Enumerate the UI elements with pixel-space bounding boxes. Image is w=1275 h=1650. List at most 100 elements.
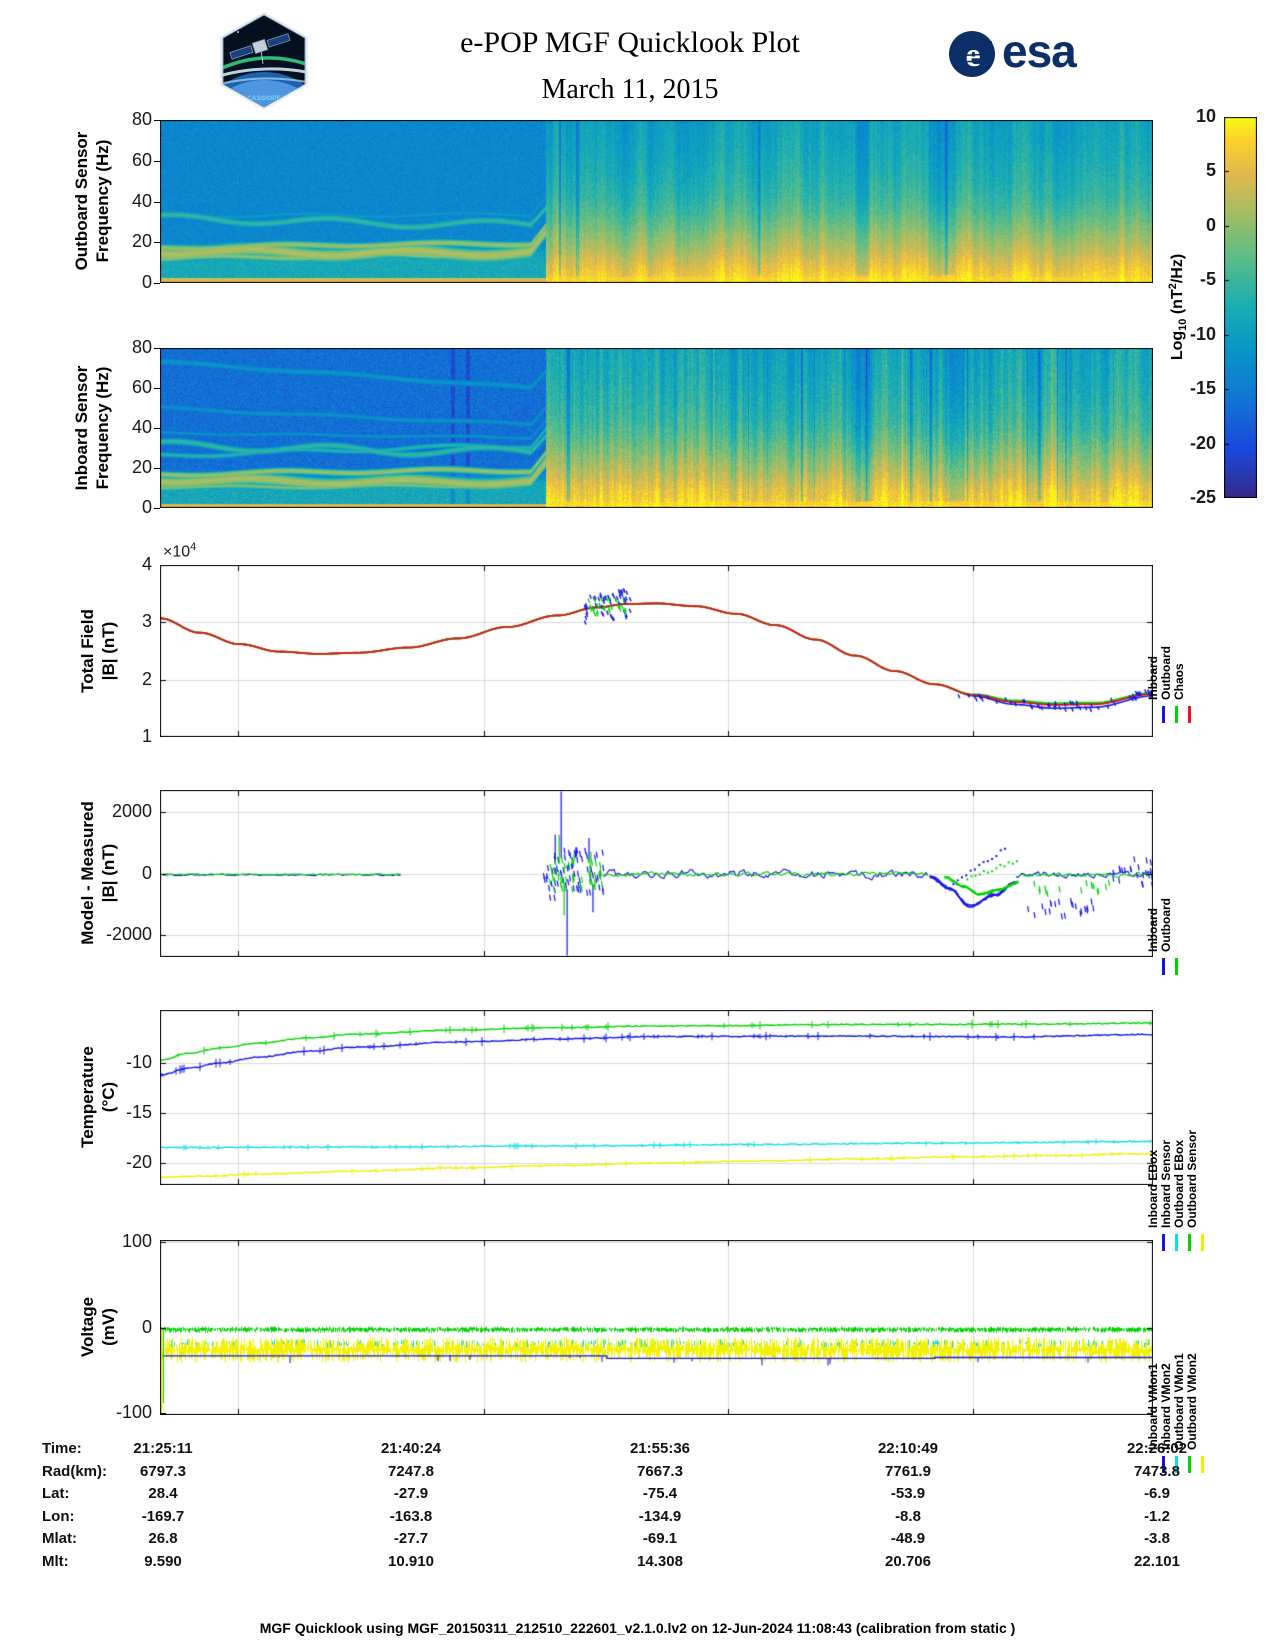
ephemeris-value: 9.590 [144, 1553, 182, 1570]
model-minus-measured-plot-canvas [160, 790, 1153, 957]
legend-label-temperature: Outboard Sensor [1185, 1129, 1199, 1228]
colorbar-tick-label: -15 [1189, 378, 1216, 399]
legend-swatch-voltage [1162, 1456, 1165, 1473]
colorbar-tick-label: 0 [1205, 214, 1216, 235]
legend-swatch-temperature [1201, 1234, 1204, 1251]
legend-swatch-temperature [1188, 1234, 1191, 1251]
ephemeris-value: 20.706 [885, 1553, 931, 1570]
ephemeris-row-label: Time: [42, 1440, 82, 1457]
ytick-mark-outboard-spectrogram [154, 161, 160, 162]
ytick-mark-outboard-spectrogram [154, 283, 160, 284]
ytick-label-outboard-spectrogram: 40 [131, 190, 152, 211]
ephemeris-value: -1.2 [1144, 1508, 1170, 1525]
ytick-label-inboard-spectrogram: 80 [131, 337, 152, 357]
ytick-label-voltage: 0 [141, 1316, 152, 1337]
ephemeris-value: 14.308 [637, 1553, 683, 1570]
legend-swatch-total-field [1175, 706, 1178, 723]
ytick-mark-outboard-spectrogram [154, 120, 160, 121]
ytick-label-model-minus-measured: -2000 [105, 924, 152, 945]
ytick-label-temperature: -15 [125, 1102, 152, 1122]
ephemeris-value: -163.8 [389, 1508, 433, 1525]
ephemeris-value: 28.4 [148, 1485, 178, 1502]
ytick-mark-inboard-spectrogram [154, 468, 160, 469]
esa-wordmark: esa [1002, 25, 1077, 77]
ytick-mark-inboard-spectrogram [154, 388, 160, 389]
colorbar-tick-label: 5 [1205, 160, 1216, 181]
outboard-spectrogram-canvas [160, 120, 1153, 283]
ytick-label-total-field: 3 [141, 611, 152, 632]
ephemeris-value: 22:10:49 [877, 1440, 939, 1457]
colorbar-tick-label: -20 [1189, 432, 1216, 453]
ytick-label-outboard-spectrogram: 20 [131, 231, 152, 252]
inboard-spectrogram-canvas [160, 348, 1153, 508]
ephemeris-row-label: Lon: [42, 1508, 75, 1525]
ephemeris-value: 21:25:11 [133, 1440, 193, 1457]
ytick-label-inboard-spectrogram: 20 [131, 457, 152, 477]
ephemeris-row-label: Lat: [42, 1485, 70, 1502]
ytick-label-temperature: -10 [125, 1052, 152, 1072]
legend-swatch-voltage [1175, 1456, 1178, 1473]
ytick-label-model-minus-measured: 2000 [111, 800, 152, 821]
ephemeris-value: -48.9 [890, 1530, 926, 1547]
ytick-mark-inboard-spectrogram [154, 348, 160, 349]
colorbar-tick-label: -25 [1189, 487, 1216, 507]
ephemeris-value: 22:26:02 [1126, 1440, 1188, 1457]
voltage-plot-canvas [160, 1240, 1153, 1415]
legend-swatch-temperature [1162, 1234, 1165, 1251]
legend-swatch-total-field [1162, 706, 1165, 723]
temperature-plot-canvas [160, 1010, 1153, 1185]
colorbar-tick-label: -5 [1199, 269, 1216, 290]
ephemeris-value: -3.8 [1144, 1530, 1170, 1547]
ephemeris-value: 21:55:36 [629, 1440, 691, 1457]
ephemeris-value: -75.4 [642, 1485, 678, 1502]
ytick-label-temperature: -20 [125, 1152, 152, 1172]
total-field-exponent-label: ×104 [163, 541, 197, 561]
ephemeris-value: -27.7 [393, 1530, 429, 1547]
ytick-label-total-field: 2 [141, 668, 152, 689]
aurora-arc [223, 56, 305, 70]
page-title: e-POP MGF Quicklook Plot [460, 26, 800, 59]
ephemeris-value: -27.9 [393, 1485, 429, 1502]
ephemeris-value: -69.1 [642, 1530, 678, 1547]
ephemeris-value: 6797.3 [140, 1463, 186, 1480]
ytick-label-inboard-spectrogram: 60 [131, 377, 152, 397]
ytick-label-voltage: -100 [115, 1402, 152, 1423]
ephemeris-value: -6.9 [1144, 1485, 1170, 1502]
ytick-label-voltage: 100 [121, 1230, 152, 1251]
ytick-label-outboard-spectrogram: 60 [131, 149, 152, 170]
legend-label-voltage: Outboard VMon2 [1185, 1353, 1199, 1450]
legend-label-total-field: Chaos [1172, 663, 1186, 700]
ephemeris-value: -8.8 [895, 1508, 921, 1525]
ytick-mark-inboard-spectrogram [154, 508, 160, 509]
legend-swatch-model-minus-measured [1175, 958, 1178, 975]
ytick-label-inboard-spectrogram: 40 [131, 417, 152, 437]
ytick-label-outboard-spectrogram: 80 [131, 109, 152, 129]
legend-swatch-voltage [1188, 1456, 1191, 1473]
ephemeris-value: 7247.8 [388, 1463, 434, 1480]
satellite-icon [229, 33, 291, 64]
ytick-label-outboard-spectrogram: 0 [141, 272, 152, 292]
legend-swatch-temperature [1175, 1234, 1178, 1251]
ephemeris-value: 22.101 [1134, 1553, 1180, 1570]
colorbar-tick-label: 10 [1195, 106, 1216, 126]
colorbar-tick-label: -10 [1189, 323, 1216, 344]
ephemeris-value: 7473.8 [1134, 1463, 1180, 1480]
legend-swatch-total-field [1188, 706, 1191, 723]
ytick-label-inboard-spectrogram: 0 [141, 497, 152, 517]
legend-swatch-voltage [1201, 1456, 1204, 1473]
ephemeris-row-label: Mlt: [42, 1553, 69, 1570]
ephemeris-value: 26.8 [148, 1530, 178, 1547]
ytick-mark-outboard-spectrogram [154, 242, 160, 243]
ephemeris-row-label: Mlat: [42, 1530, 77, 1547]
ytick-label-total-field: 4 [141, 554, 152, 574]
legend-swatch-model-minus-measured [1162, 958, 1165, 975]
ephemeris-value: -53.9 [890, 1485, 926, 1502]
footer-caption: MGF Quicklook using MGF_20150311_212510_… [259, 1620, 1016, 1636]
ephemeris-value: 7667.3 [637, 1463, 683, 1480]
esa-globe-icon: e [949, 31, 995, 77]
total-field-plot-canvas [160, 565, 1153, 737]
ephemeris-value: -134.9 [638, 1508, 682, 1525]
ytick-label-model-minus-measured: 0 [141, 862, 152, 883]
page-date: March 11, 2015 [541, 74, 719, 105]
